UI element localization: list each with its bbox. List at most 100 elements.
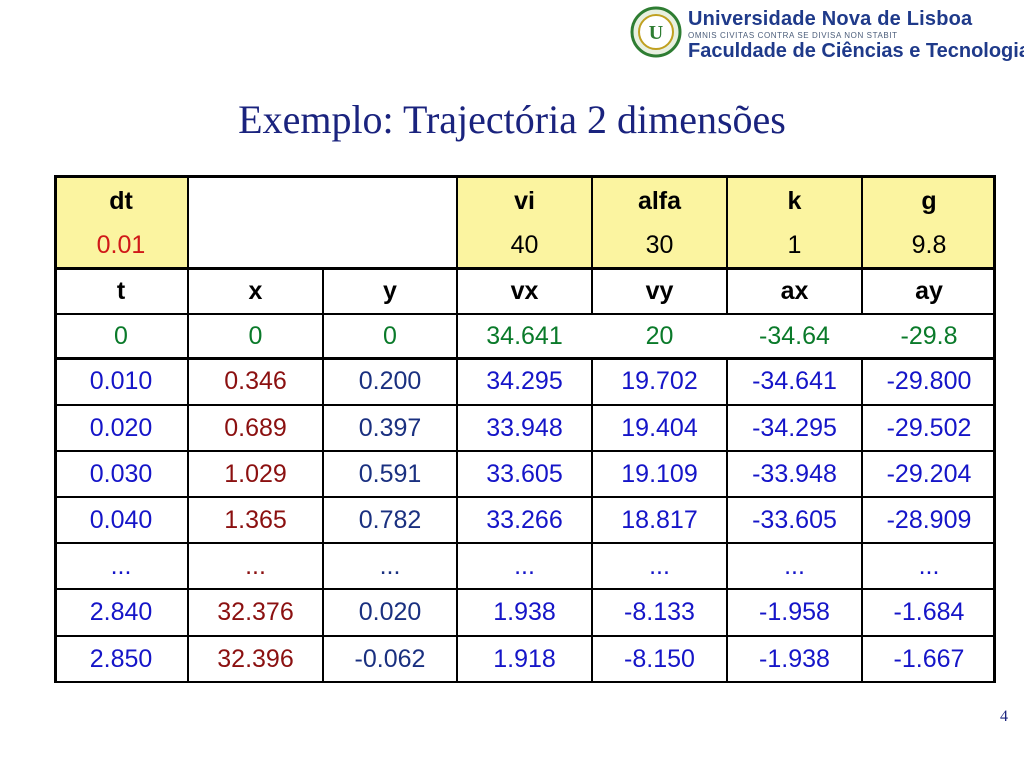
slide-title: Exemplo: Trajectória 2 dimensões xyxy=(238,97,786,142)
table-cell: ... xyxy=(649,552,670,580)
table-cell: -1.684 xyxy=(893,598,965,626)
col-separator xyxy=(187,268,189,314)
row-separator xyxy=(54,404,996,406)
table-cell: 1.365 xyxy=(224,506,287,534)
initial-cell: 0 xyxy=(248,322,263,350)
param-value: 0.01 xyxy=(96,231,146,259)
table-cell: 19.404 xyxy=(621,414,698,442)
row-separator xyxy=(54,635,996,637)
table-cell: -29.204 xyxy=(886,460,972,488)
table-cell: -8.133 xyxy=(624,598,695,626)
row-separator xyxy=(54,588,996,590)
table-cell: -1.958 xyxy=(759,598,830,626)
table-cell: 0.397 xyxy=(358,414,422,442)
column-header: t xyxy=(116,277,126,305)
table-cell: 0.020 xyxy=(358,598,422,626)
col-separator xyxy=(591,358,593,683)
table-cell: -28.909 xyxy=(886,506,972,534)
col-separator xyxy=(861,268,863,314)
param-label: vi xyxy=(514,187,535,215)
col-separator xyxy=(591,268,593,314)
table-cell: 33.266 xyxy=(486,506,563,534)
university-name: Universidade Nova de Lisboa xyxy=(688,8,973,30)
col-separator xyxy=(456,314,458,358)
table-border-top xyxy=(54,175,996,178)
initial-cell: 0 xyxy=(114,322,128,350)
param-label: g xyxy=(921,187,937,215)
unl-emblem-icon: U xyxy=(630,6,682,58)
col-separator xyxy=(456,268,458,314)
col-separator xyxy=(187,314,189,358)
table-cell: -1.667 xyxy=(893,645,965,673)
table-cell: -29.800 xyxy=(886,367,972,395)
row-separator xyxy=(54,267,996,270)
svg-text:U: U xyxy=(649,22,663,44)
university-motto: OMNIS CIVITAS CONTRA SE DIVISA NON STABI… xyxy=(688,31,898,40)
params-gap-bg xyxy=(188,175,457,268)
col-separator xyxy=(591,175,593,268)
table-cell: -34.641 xyxy=(752,367,837,395)
row-separator xyxy=(54,357,996,360)
row-separator xyxy=(54,496,996,498)
table-cell: 0.782 xyxy=(358,506,422,534)
column-header: x xyxy=(248,277,263,305)
table-cell: ... xyxy=(918,552,940,580)
table-cell: -34.295 xyxy=(752,414,837,442)
faculty-name: Faculdade de Ciências e Tecnologia xyxy=(688,40,1024,62)
column-header: ay xyxy=(915,277,943,305)
table-cell: 2.850 xyxy=(89,645,153,673)
col-separator xyxy=(861,358,863,683)
table-cell: 33.948 xyxy=(486,414,563,442)
table-cell: 0.346 xyxy=(224,367,287,395)
column-header: ax xyxy=(780,277,809,305)
table-cell: -8.150 xyxy=(624,645,695,673)
initial-cell: 0 xyxy=(383,322,397,350)
table-cell: 19.702 xyxy=(621,367,698,395)
col-separator xyxy=(322,314,324,358)
column-header: vx xyxy=(510,277,539,305)
col-separator xyxy=(322,358,324,683)
column-header: vy xyxy=(645,277,674,305)
row-separator xyxy=(54,450,996,452)
table-cell: 19.109 xyxy=(621,460,698,488)
table-cell: ... xyxy=(514,552,535,580)
table-cell: ... xyxy=(245,552,266,580)
table-cell: 1.918 xyxy=(493,645,556,673)
table-cell: 1.938 xyxy=(493,598,556,626)
table-cell: 34.295 xyxy=(486,367,563,395)
col-separator xyxy=(187,358,189,683)
param-value: 9.8 xyxy=(911,231,947,259)
table-cell: 2.840 xyxy=(89,598,153,626)
table-cell: ... xyxy=(784,552,805,580)
table-cell: 32.376 xyxy=(217,598,294,626)
col-separator xyxy=(456,175,458,268)
column-header: y xyxy=(383,277,397,305)
row-separator xyxy=(54,313,996,315)
col-separator xyxy=(861,175,863,268)
table-cell: -1.938 xyxy=(759,645,830,673)
col-separator xyxy=(322,268,324,314)
param-value: 1 xyxy=(787,231,802,259)
initial-cell: -34.64 xyxy=(759,322,830,350)
col-separator xyxy=(187,175,189,268)
table-cell: -33.948 xyxy=(752,460,837,488)
table-cell: 18.817 xyxy=(621,506,698,534)
initial-cell: 20 xyxy=(645,322,674,350)
page-number: 4 xyxy=(1000,708,1008,725)
table-cell: 0.010 xyxy=(89,367,153,395)
table-cell: 1.029 xyxy=(224,460,287,488)
table-border-bottom xyxy=(54,681,996,683)
table-cell: 0.020 xyxy=(89,414,153,442)
param-label: dt xyxy=(109,187,133,215)
table-cell: 0.591 xyxy=(358,460,422,488)
table-cell: 33.605 xyxy=(486,460,563,488)
table-cell: -29.502 xyxy=(886,414,972,442)
table-cell: 32.396 xyxy=(217,645,294,673)
param-label: alfa xyxy=(637,187,682,215)
col-separator xyxy=(456,358,458,683)
param-label: k xyxy=(787,187,802,215)
table-cell: ... xyxy=(110,552,132,580)
table-cell: 0.689 xyxy=(224,414,287,442)
table-cell: 0.200 xyxy=(358,367,422,395)
row-separator xyxy=(54,542,996,544)
